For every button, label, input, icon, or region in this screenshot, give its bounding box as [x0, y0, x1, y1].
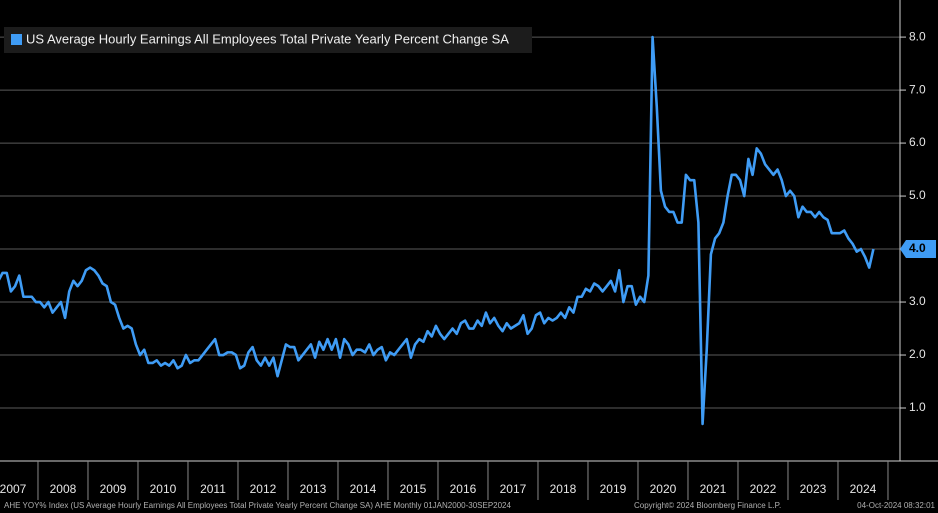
- x-tick-label: 2007: [0, 482, 27, 496]
- x-tick-label: 2019: [600, 482, 627, 496]
- y-tick-label: 2.0: [909, 347, 926, 361]
- x-tick-label: 2024: [850, 482, 877, 496]
- footer-source: AHE YOY% Index (US Average Hourly Earnin…: [4, 501, 511, 510]
- x-tick-label: 2012: [250, 482, 277, 496]
- x-tick-label: 2011: [200, 482, 226, 496]
- x-tick-label: 2020: [650, 482, 677, 496]
- x-tick-label: 2018: [550, 482, 577, 496]
- y-tick-label: 8.0: [909, 29, 926, 43]
- x-tick-label: 2009: [100, 482, 127, 496]
- x-tick-label: 2017: [500, 482, 527, 496]
- x-tick-label: 2010: [150, 482, 177, 496]
- x-tick-label: 2014: [350, 482, 377, 496]
- x-tick-label: 2023: [800, 482, 827, 496]
- y-tick-label: 3.0: [909, 294, 926, 308]
- series-line: [0, 35, 875, 426]
- last-value-tag: [900, 240, 936, 259]
- x-tick-label: 2016: [450, 482, 477, 496]
- footer-copyright: Copyright© 2024 Bloomberg Finance L.P.: [634, 501, 781, 510]
- x-tick-label: 2008: [50, 482, 77, 496]
- x-tick-label: 2022: [750, 482, 777, 496]
- legend: US Average Hourly Earnings All Employees…: [4, 27, 532, 53]
- x-tick-label: 2013: [300, 482, 327, 496]
- legend-label: US Average Hourly Earnings All Employees…: [26, 31, 509, 46]
- x-tick-label: 2021: [700, 482, 727, 496]
- legend-background: [4, 27, 532, 53]
- y-tick-label: 1.0: [909, 400, 926, 414]
- legend-swatch: [11, 34, 22, 45]
- y-tick-label: 7.0: [909, 82, 926, 96]
- last-value-label: 4.0: [909, 241, 926, 255]
- x-tick-label: 2015: [400, 482, 427, 496]
- y-tick-label: 6.0: [909, 135, 926, 149]
- y-tick-label: 5.0: [909, 188, 926, 202]
- footer-timestamp: 04-Oct-2024 08:32:01: [857, 501, 935, 510]
